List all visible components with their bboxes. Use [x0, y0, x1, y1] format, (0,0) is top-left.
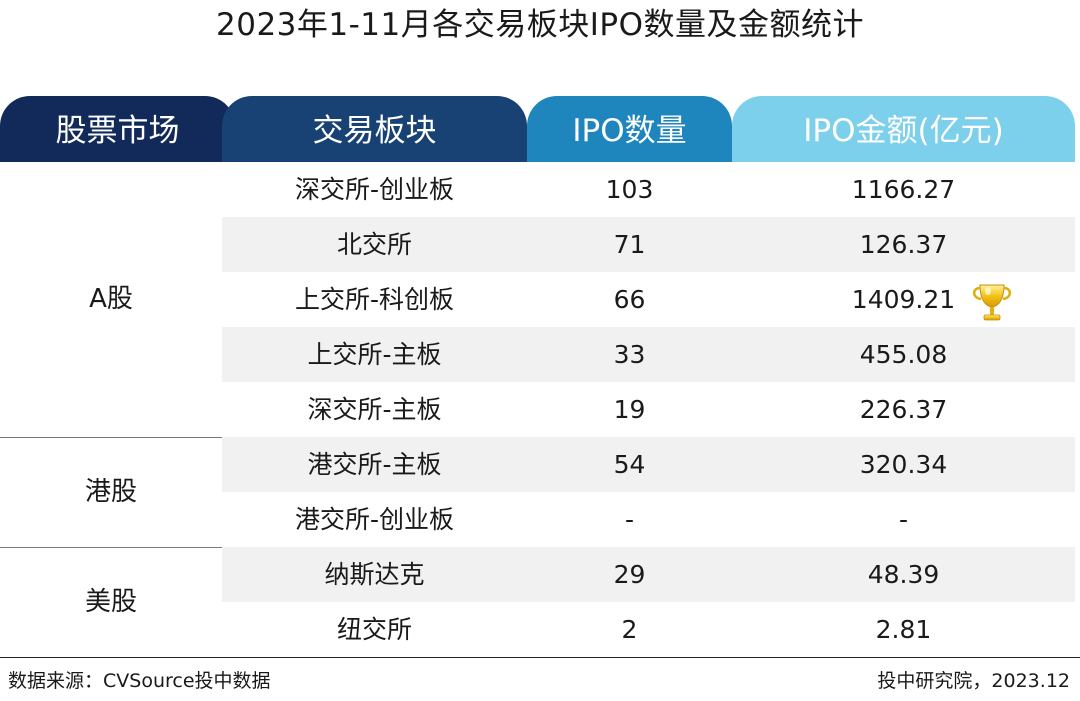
table-header: 股票市场 交易板块 IPO数量 IPO金额(亿元) — [0, 96, 1080, 162]
table-row: 北交所 71 126.37 — [222, 217, 1075, 272]
board-cell: 上交所-科创板 — [294, 285, 455, 314]
header-ipo-amount: IPO金额(亿元) — [732, 96, 1075, 162]
header-board: 交易板块 — [222, 96, 527, 162]
table-row: 港交所-主板 54 320.34 — [222, 437, 1075, 492]
count-cell: 71 — [613, 230, 646, 259]
board-cell: 港交所-创业板 — [294, 505, 455, 534]
count-cell: 54 — [613, 450, 646, 479]
table-row: 港交所-创业板 - - — [222, 492, 1075, 547]
market-cell: 美股 — [84, 587, 137, 617]
board-cell: 纳斯达克 — [324, 560, 425, 589]
amount-cell: 2.81 — [875, 615, 932, 644]
table-row: 上交所-主板 33 455.08 — [222, 327, 1075, 382]
count-cell: 19 — [613, 395, 646, 424]
count-cell: 29 — [613, 560, 646, 589]
table-row: 上交所-科创板 66 1409.21 — [222, 272, 1075, 327]
credit-date: 投中研究院，2023.12 — [877, 670, 1070, 692]
board-cell: 港交所-主板 — [307, 450, 442, 479]
amount-cell: 1166.27 — [851, 175, 956, 204]
table-row: 深交所-主板 19 226.37 — [222, 382, 1075, 437]
amount-cell: 226.37 — [859, 395, 948, 424]
data-source: 数据来源：CVSource投中数据 — [8, 670, 271, 692]
board-cell: 深交所-主板 — [307, 395, 442, 424]
count-cell: 33 — [613, 340, 646, 369]
market-cell: A股 — [89, 284, 133, 314]
trophy-icon — [972, 284, 1012, 321]
market-cell: 港股 — [84, 477, 137, 507]
footer: 数据来源：CVSource投中数据 投中研究院，2023.12 — [0, 657, 1080, 701]
count-cell: 2 — [621, 615, 638, 644]
header-ipo-count: IPO数量 — [527, 96, 732, 162]
amount-cell: 126.37 — [859, 230, 948, 259]
board-cell: 纽交所 — [336, 615, 412, 644]
table-row: 深交所-创业板 103 1166.27 — [222, 162, 1075, 217]
amount-cell: 1409.21 — [851, 285, 956, 314]
table-row: 纽交所 2 2.81 — [222, 602, 1075, 657]
table-row: 纳斯达克 29 48.39 — [222, 547, 1075, 602]
count-cell: 103 — [605, 175, 654, 204]
page-title: 2023年1-11月各交易板块IPO数量及金额统计 — [216, 7, 864, 43]
amount-cell: - — [898, 505, 909, 534]
amount-cell: 455.08 — [859, 340, 948, 369]
header-market: 股票市场 — [0, 96, 235, 162]
count-cell: - — [624, 505, 635, 534]
amount-cell: 48.39 — [867, 560, 940, 589]
count-cell: 66 — [613, 285, 646, 314]
board-cell: 深交所-创业板 — [294, 175, 455, 204]
board-cell: 北交所 — [336, 230, 412, 259]
amount-cell: 320.34 — [859, 450, 948, 479]
board-cell: 上交所-主板 — [307, 340, 442, 369]
